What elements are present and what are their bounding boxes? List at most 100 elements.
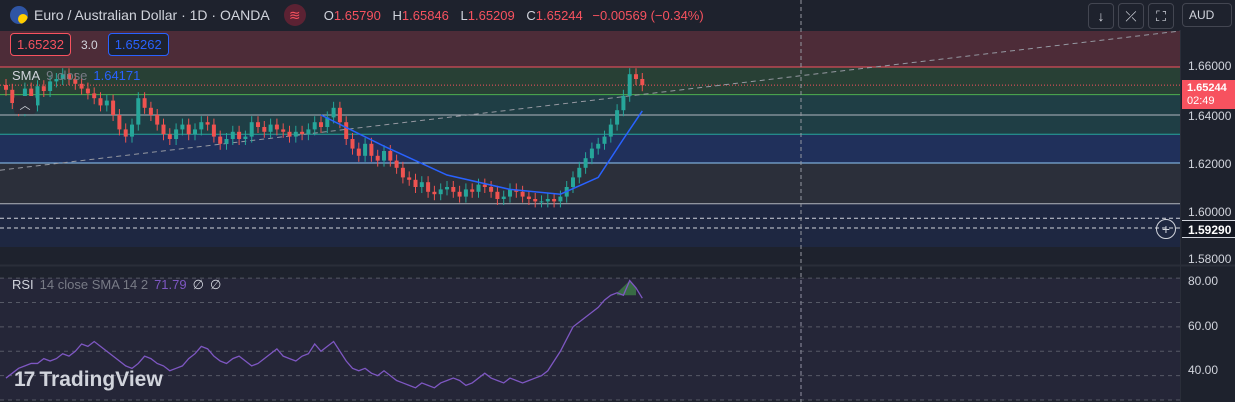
candle: [312, 122, 317, 130]
sma-legend[interactable]: SMA 9 close 1.64171: [12, 68, 141, 83]
candle: [180, 124, 185, 130]
candle: [526, 196, 531, 199]
currency-selector[interactable]: AUD: [1182, 3, 1232, 27]
candle: [363, 143, 368, 156]
symbol-header: Euro / Australian Dollar · 1D · OANDA ≋ …: [0, 0, 1180, 30]
price-zone: [0, 163, 1180, 204]
candle: [136, 98, 141, 125]
candle: [35, 86, 40, 106]
price-pane: [0, 30, 1180, 265]
candle: [73, 79, 78, 84]
candle: [79, 83, 84, 89]
candle: [325, 117, 330, 127]
candle: [54, 79, 59, 82]
price-tick: 1.66000: [1188, 59, 1232, 73]
rsi-line: [5, 279, 643, 389]
tradingview-logo-icon: 17: [14, 368, 35, 391]
high-value: 1.65846: [401, 7, 449, 23]
candle: [508, 189, 512, 197]
candle: [193, 129, 197, 135]
candle: [306, 129, 311, 135]
broker-logo-icon[interactable]: ≋: [283, 4, 306, 26]
arrow-down-icon[interactable]: ↓: [1088, 3, 1114, 29]
fullscreen-icon[interactable]: ⛶: [1148, 3, 1174, 29]
candle: [85, 88, 90, 94]
candle: [463, 189, 468, 197]
rsi-band: [0, 278, 1180, 400]
candle: [501, 196, 506, 199]
candle: [41, 86, 46, 91]
collapse-arrows-icon[interactable]: ⤫: [1118, 3, 1144, 29]
candle: [274, 124, 279, 130]
add-plus-icon[interactable]: +: [1156, 219, 1176, 239]
chevron-up-icon[interactable]: ︿: [14, 96, 36, 114]
candle: [111, 100, 116, 115]
candle: [419, 182, 424, 187]
symbol-title[interactable]: Euro / Australian Dollar · 1D · OANDA: [34, 7, 270, 23]
candle: [199, 122, 204, 130]
candle: [10, 89, 15, 103]
candle: [174, 129, 179, 139]
rsi-tick: 40.00: [1188, 363, 1219, 377]
trade-panel: 1.65232 3.0 1.65262: [10, 33, 169, 56]
rsi-pane: [0, 266, 1180, 402]
candle: [571, 177, 575, 187]
candle: [117, 115, 122, 130]
candle: [608, 124, 613, 137]
close-value: 1.65244: [535, 7, 583, 23]
price-zone: [0, 115, 1180, 135]
candle: [262, 127, 267, 132]
candle: [476, 184, 481, 192]
candle: [256, 122, 260, 127]
candle: [489, 187, 494, 192]
candle: [186, 124, 191, 135]
candle: [583, 158, 588, 168]
candle: [218, 136, 223, 144]
candle: [482, 184, 487, 187]
candle: [224, 139, 229, 144]
ohlc-values: O1.65790 H1.65846 L1.65209 C1.65244 −0.0…: [323, 7, 704, 23]
candle: [356, 148, 361, 156]
candle: [350, 139, 355, 149]
tradingview-logo: 17 TradingView: [14, 368, 163, 391]
spread-value: 3.0: [81, 37, 98, 52]
candle: [98, 98, 103, 106]
price-tick: 1.62000: [1188, 157, 1232, 171]
candle: [589, 148, 594, 159]
rsi-value: 71.79: [154, 277, 187, 292]
candle: [388, 151, 393, 161]
buy-button[interactable]: 1.65262: [107, 33, 169, 56]
candle: [545, 199, 550, 202]
candle: [104, 100, 109, 106]
candle: [552, 199, 557, 202]
candle: [432, 191, 437, 195]
candle: [344, 122, 349, 139]
candle: [602, 136, 607, 144]
price-zone: [0, 67, 1180, 95]
candle: [438, 189, 443, 195]
candle: [281, 129, 286, 132]
candle: [155, 115, 160, 125]
trend-line: [0, 30, 1181, 171]
candle: [413, 179, 418, 187]
candle: [451, 187, 456, 192]
candle: [627, 74, 632, 96]
price-tick: 1.60000: [1188, 205, 1232, 219]
candle: [60, 74, 65, 79]
candle: [211, 124, 216, 137]
candle: [237, 131, 242, 139]
price-zone: [0, 94, 1180, 115]
candle: [470, 189, 475, 192]
candle: [640, 79, 645, 86]
candle: [533, 199, 538, 202]
rsi-legend[interactable]: RSI 14 close SMA 14 2 71.79 ∅ ∅: [12, 277, 222, 292]
rsi-tick: 60.00: [1188, 319, 1219, 333]
candle: [4, 85, 8, 90]
candle: [167, 134, 172, 139]
candle: [230, 131, 235, 139]
sell-button[interactable]: 1.65232: [10, 33, 71, 56]
candle: [457, 191, 462, 197]
candle: [520, 191, 525, 197]
candle: [400, 167, 405, 178]
